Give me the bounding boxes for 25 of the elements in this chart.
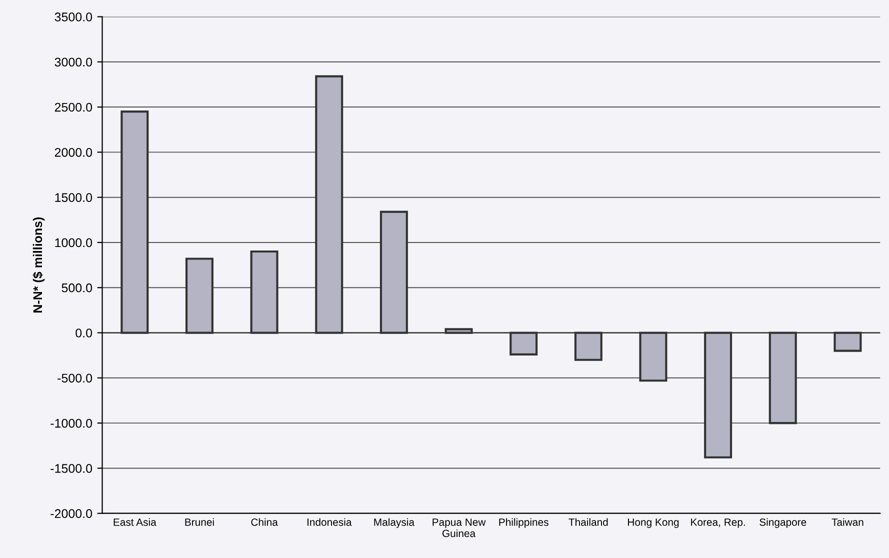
x-tick-label: Korea, Rep. <box>691 518 745 528</box>
x-tick-label: Taiwan <box>832 518 864 526</box>
x-tick-label: Brunei <box>185 518 214 526</box>
x-tick-label: Malaysia <box>374 518 414 528</box>
x-tick-label: Singapore <box>760 518 806 528</box>
y-tick-label: 2500.0 <box>54 102 92 112</box>
x-tick-label: Indonesia <box>307 518 352 526</box>
x-tick-label: Thailand <box>568 518 608 526</box>
y-tick-label: -500.0 <box>58 374 92 383</box>
y-tick-label: -2000.0 <box>50 509 92 518</box>
y-tick-label: 3500.0 <box>54 12 92 22</box>
x-tick-label: Hong Kong <box>628 518 679 528</box>
y-tick-label: 1500.0 <box>55 193 92 202</box>
y-tick-label: -1000.0 <box>50 418 92 428</box>
y-tick-label: 1000.0 <box>55 238 92 248</box>
y-tick-label: 2000.0 <box>54 148 92 157</box>
x-tick-label: Papua New Guinea <box>432 518 486 538</box>
x-tick-label: China <box>251 518 278 526</box>
y-tick-label: 0.0 <box>76 328 92 338</box>
y-tick-label: 500.0 <box>62 283 92 292</box>
x-tick-label: Philippines <box>499 518 548 528</box>
x-tick-label: East Asia <box>114 518 156 526</box>
y-axis-title: N-N* ($ millions) <box>32 217 45 312</box>
y-tick-label: -1500.0 <box>50 464 92 473</box>
y-tick-label: 3000.0 <box>54 58 92 67</box>
